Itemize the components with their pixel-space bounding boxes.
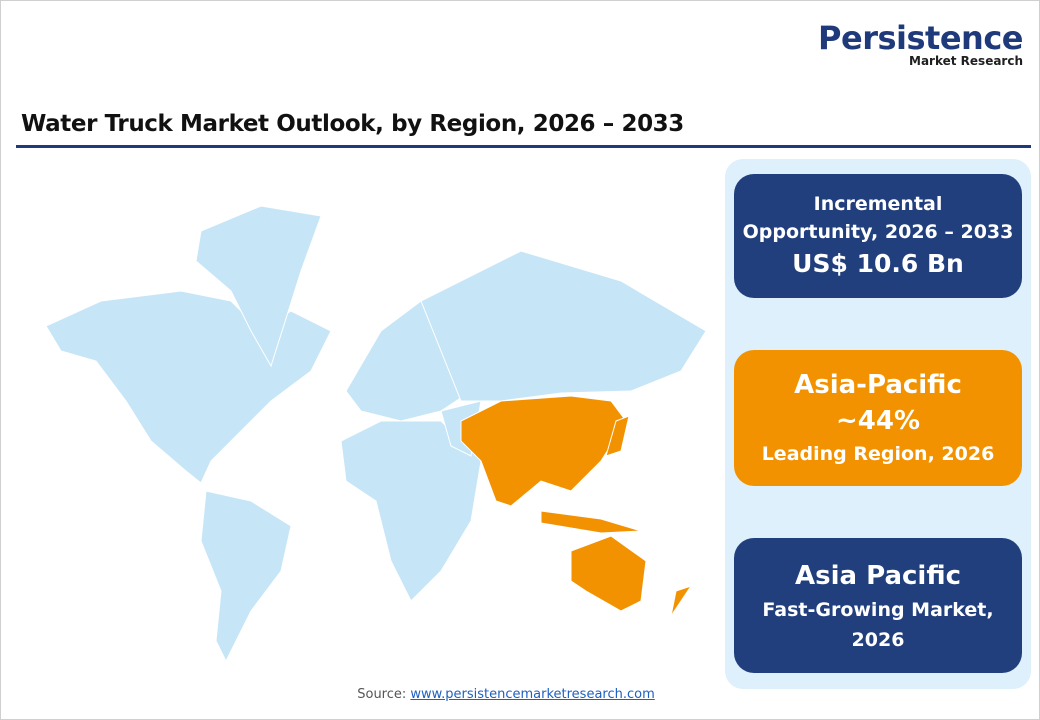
north-america [45, 290, 332, 484]
title-rule [16, 145, 1031, 148]
card-heading: Asia-Pacific [794, 370, 962, 400]
asia-region [460, 395, 627, 507]
card: Asia Pacific Fast-Growing Market, 2026 [734, 538, 1022, 673]
source: Source: www.persistencemarketresearch.co… [1, 687, 1011, 702]
source-label: Source: [357, 687, 407, 702]
card-line: Opportunity, 2026 – 2033 [742, 221, 1014, 243]
card-line: Incremental [813, 193, 943, 215]
card-heading: Asia Pacific [794, 560, 962, 591]
card-line: Fast-Growing Market, [762, 598, 994, 621]
south-america [200, 490, 292, 663]
card: Incremental Opportunity, 2026 – 2033 US$… [734, 174, 1022, 298]
card-line: Leading Region, 2026 [761, 443, 995, 465]
title: Water Truck Market Outlook, by Region, 2… [21, 111, 684, 137]
greenland [195, 205, 322, 368]
card-line: 2026 [851, 628, 905, 651]
card-value: US$ 10.6 Bn [792, 249, 964, 278]
world-map [45, 205, 707, 663]
source-link[interactable]: www.persistencemarketresearch.com [410, 687, 655, 702]
card-value: ~44% [835, 406, 921, 436]
africa [340, 420, 482, 602]
new-zealand [670, 585, 693, 617]
logo-name: Persistence [818, 19, 1023, 57]
card: Asia-Pacific ~44% Leading Region, 2026 [734, 350, 1022, 486]
southeast-islands [540, 510, 642, 534]
australia [570, 535, 647, 612]
russia [420, 250, 707, 402]
japan [605, 415, 630, 457]
logo-tagline: Market Research [909, 54, 1023, 68]
